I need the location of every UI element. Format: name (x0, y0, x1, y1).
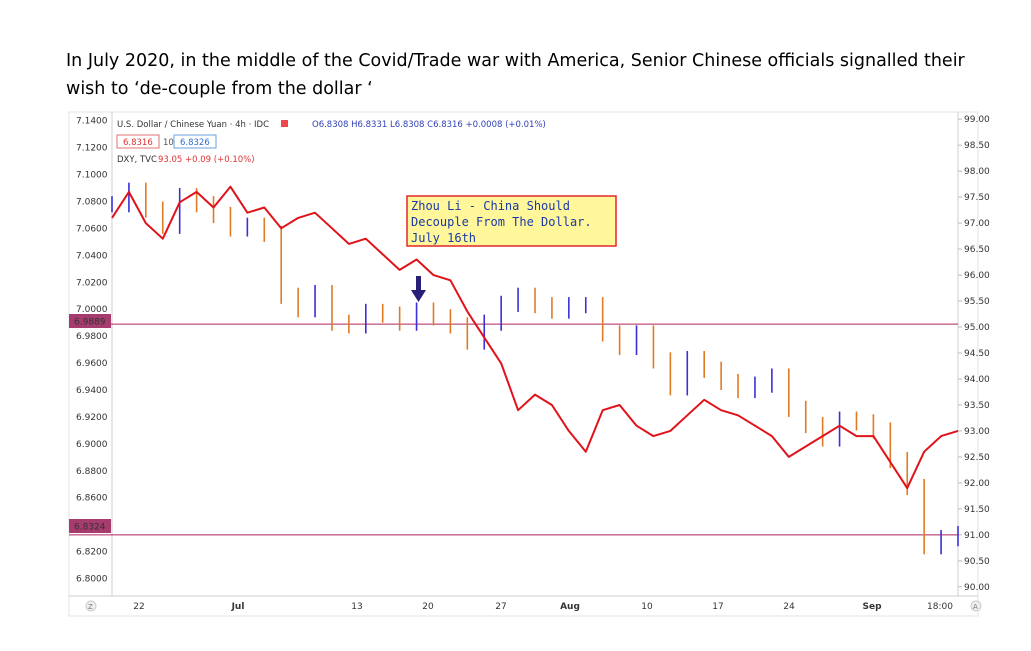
left-tick-label: 6.8200 (76, 548, 108, 558)
symbol-label: U.S. Dollar / Chinese Yuan · 4h · IDC (117, 120, 269, 130)
sell-badge-box[interactable] (116, 134, 160, 149)
zoom-icon[interactable]: Z (88, 603, 93, 611)
right-tick-label: 92.50 (964, 453, 990, 463)
usdcny-bars (111, 182, 959, 555)
annotation-callout: Zhou Li - China Should Decouple From The… (406, 195, 617, 247)
left-tick-label: 6.8600 (76, 494, 108, 504)
buy-badge: 6.8326 (180, 138, 210, 148)
left-tick-label: 7.0800 (76, 198, 108, 208)
chart-frame (68, 111, 979, 617)
x-tick-label: 13 (351, 602, 362, 612)
left-tick-label: 6.8000 (76, 575, 108, 585)
price-tag-upper-label: 6.9889 (74, 318, 106, 328)
right-tick-label: 90.00 (964, 583, 990, 593)
right-tick-label: 96.00 (964, 271, 990, 281)
right-tick-label: 93.00 (964, 427, 990, 437)
annotation-line-1: Zhou Li - China Should (411, 199, 570, 213)
right-tick-label: 94.00 (964, 375, 990, 385)
x-tick-label: Jul (231, 602, 245, 612)
chart-corner-controls[interactable]: Z A (85, 600, 982, 612)
right-tick-label: 93.50 (964, 401, 990, 411)
right-axis: 99.00 98.50 98.00 97.50 97.00 96.50 96.00 95.50… (958, 115, 990, 593)
left-tick-label: 7.1200 (76, 144, 108, 154)
price-tag-lower-label: 6.8324 (74, 523, 106, 533)
right-tick-label: 97.50 (964, 193, 990, 203)
x-tick-label: 20 (422, 602, 434, 612)
horizontal-lines (69, 323, 958, 536)
annotation-line-2: Decouple From The Dollar. (411, 215, 592, 229)
ohlc-readout: O6.8308 H6.8331 L6.8308 C6.8316 +0.0008 … (312, 120, 546, 130)
left-tick-label: 6.9400 (76, 386, 108, 396)
left-tick-label: 7.0400 (76, 251, 108, 261)
annotation-box (406, 195, 617, 247)
price-tag-lower: 6.8324 (69, 519, 111, 533)
left-tick-label: 6.8800 (76, 467, 108, 477)
left-tick-label: 6.9200 (76, 413, 108, 423)
sell-badge: 6.8316 (123, 138, 153, 148)
left-tick-label: 7.1400 (76, 117, 108, 127)
right-tick-label: 91.00 (964, 531, 990, 541)
legend-header: U.S. Dollar / Chinese Yuan · 4h · IDC O6… (116, 120, 546, 165)
x-tick-label: Aug (560, 602, 580, 612)
dxy-line (111, 185, 959, 490)
right-tick-label: 98.00 (964, 167, 990, 177)
x-tick-label: 17 (712, 602, 723, 612)
x-tick-label: Sep (862, 602, 882, 612)
left-tick-label: 7.0600 (76, 224, 108, 234)
right-tick-label: 92.00 (964, 479, 990, 489)
x-tick-label: 10 (641, 602, 653, 612)
left-tick-label: 7.0000 (76, 305, 108, 315)
buy-badge-box[interactable] (173, 134, 217, 149)
arrow-down-icon (411, 276, 426, 302)
right-tick-label: 98.50 (964, 141, 990, 151)
right-tick-label: 91.50 (964, 505, 990, 515)
right-tick-label: 96.50 (964, 245, 990, 255)
left-tick-label: 7.1000 (76, 171, 108, 181)
right-tick-label: 99.00 (964, 115, 990, 125)
x-tick-label: 22 (133, 602, 144, 612)
x-tick-label: 18:00 (927, 602, 953, 612)
x-tick-label: 24 (783, 602, 795, 612)
dxy-label: DXY, TVC (117, 155, 157, 165)
left-tick-label: 6.9600 (76, 359, 108, 369)
annotation-line-3: July 16th (411, 231, 476, 245)
auto-scale-icon[interactable]: A (973, 603, 978, 611)
slide-caption: In July 2020, in the middle of the Covid… (66, 51, 965, 99)
left-tick-label: 6.9000 (76, 440, 108, 450)
x-axis: 22 Jul 13 20 27 Aug 10 17 24 Sep 18:00 (133, 602, 953, 612)
dxy-value: 93.05 +0.09 (+0.10%) (158, 155, 255, 165)
right-tick-label: 90.50 (964, 557, 990, 567)
left-tick-label: 6.9800 (76, 332, 108, 342)
left-tick-label: 7.0200 (76, 278, 108, 288)
right-tick-label: 95.50 (964, 297, 990, 307)
right-tick-label: 94.50 (964, 349, 990, 359)
price-tag-upper: 6.9889 (69, 314, 111, 328)
flag-icon (281, 120, 288, 127)
right-tick-label: 95.00 (964, 323, 990, 333)
spread-badge: 10 (163, 138, 174, 148)
x-tick-label: 27 (495, 602, 506, 612)
right-tick-label: 97.00 (964, 219, 990, 229)
